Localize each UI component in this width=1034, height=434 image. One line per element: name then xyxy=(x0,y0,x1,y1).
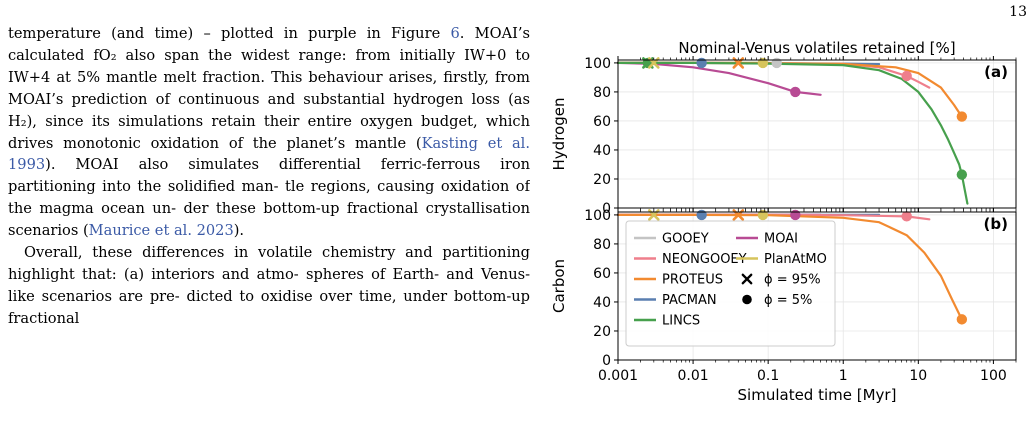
x-tick-label: 100 xyxy=(980,368,1007,384)
body-text-column: temperature (and time) – plotted in purp… xyxy=(8,23,530,434)
legend-label: ϕ = 5% xyxy=(764,293,812,308)
marker-dot-lincs xyxy=(956,169,968,180)
citation-link[interactable]: Maurice et al. 2023 xyxy=(88,222,234,240)
series-line-lincs xyxy=(616,61,969,205)
y-tick-label: 0 xyxy=(602,201,611,217)
y-axis-label: Carbon xyxy=(550,259,568,313)
legend-label: MOAI xyxy=(764,232,798,247)
panel-label: (b) xyxy=(984,215,1008,233)
page-number: 13 xyxy=(1009,4,1027,20)
y-tick-label: 0 xyxy=(602,353,611,369)
y-tick-label: 40 xyxy=(593,143,611,159)
y-axis-label: Hydrogen xyxy=(550,98,568,171)
chart-title: Nominal-Venus volatiles retained [%] xyxy=(678,40,955,57)
marker-dot-moai xyxy=(790,209,801,221)
figure: Nominal-Venus volatiles retained [%] 0 20 4… xyxy=(548,40,1034,434)
legend-label: PROTEUS xyxy=(662,273,723,288)
y-tick-label: 20 xyxy=(593,172,611,188)
y-tick-label: 20 xyxy=(593,324,611,340)
marker-dot-pacman xyxy=(696,209,707,221)
marker-dot-pacman xyxy=(696,57,707,69)
legend-dot-marker xyxy=(742,294,752,305)
legend-label: NEONGOOEY xyxy=(662,252,747,267)
figure-link[interactable]: 6 xyxy=(450,25,460,42)
marker-dot-neongooey xyxy=(901,211,912,222)
x-tick-label: 1 xyxy=(839,368,848,384)
legend-label: PACMAN xyxy=(662,293,717,308)
y-tick-label: 80 xyxy=(593,237,611,253)
y-tick-label: 60 xyxy=(593,114,611,130)
legend-label: LINCS xyxy=(662,314,700,329)
legend-box xyxy=(625,220,836,347)
axes-frame xyxy=(617,59,1017,209)
marker-dot-moai xyxy=(790,86,801,98)
marker-dot-planatmo xyxy=(757,209,769,221)
paragraph-1: temperature (and time) – plotted in purp… xyxy=(8,25,530,240)
marker-dot-proteus xyxy=(956,111,968,122)
series-line-proteus xyxy=(616,213,963,321)
y-tick-label: 40 xyxy=(593,295,611,311)
y-tick-label: 60 xyxy=(593,266,611,282)
marker-dot-gooey xyxy=(771,57,782,69)
x-tick-label: 10 xyxy=(909,368,927,384)
y-tick-label: 100 xyxy=(584,56,611,72)
x-tick-label: 0.1 xyxy=(757,368,779,384)
x-tick-label: 0.001 xyxy=(598,368,638,384)
marker-dot-neongooey xyxy=(901,70,912,82)
panel-label: (a) xyxy=(984,63,1008,81)
paragraph-2: Overall, these differences in volatile c… xyxy=(8,244,530,327)
y-tick-label: 100 xyxy=(584,208,611,224)
citation-link[interactable]: Kasting et al. 1993 xyxy=(8,134,530,174)
x-tick-label: 0.01 xyxy=(677,368,708,384)
marker-dot-planatmo xyxy=(757,57,769,69)
volatiles-chart: Nominal-Venus volatiles retained [%] 0 20 4… xyxy=(550,40,1017,404)
marker-dot-proteus xyxy=(956,314,968,325)
x-axis-label: Simulated time [Myr] xyxy=(738,386,897,404)
legend-x-marker xyxy=(741,273,753,285)
axes-frame xyxy=(617,211,1017,361)
legend-label: PlanAtMO xyxy=(764,252,827,267)
legend-label: ϕ = 95% xyxy=(764,273,821,288)
y-tick-label: 80 xyxy=(593,85,611,101)
legend-label: GOOEY xyxy=(662,232,709,247)
